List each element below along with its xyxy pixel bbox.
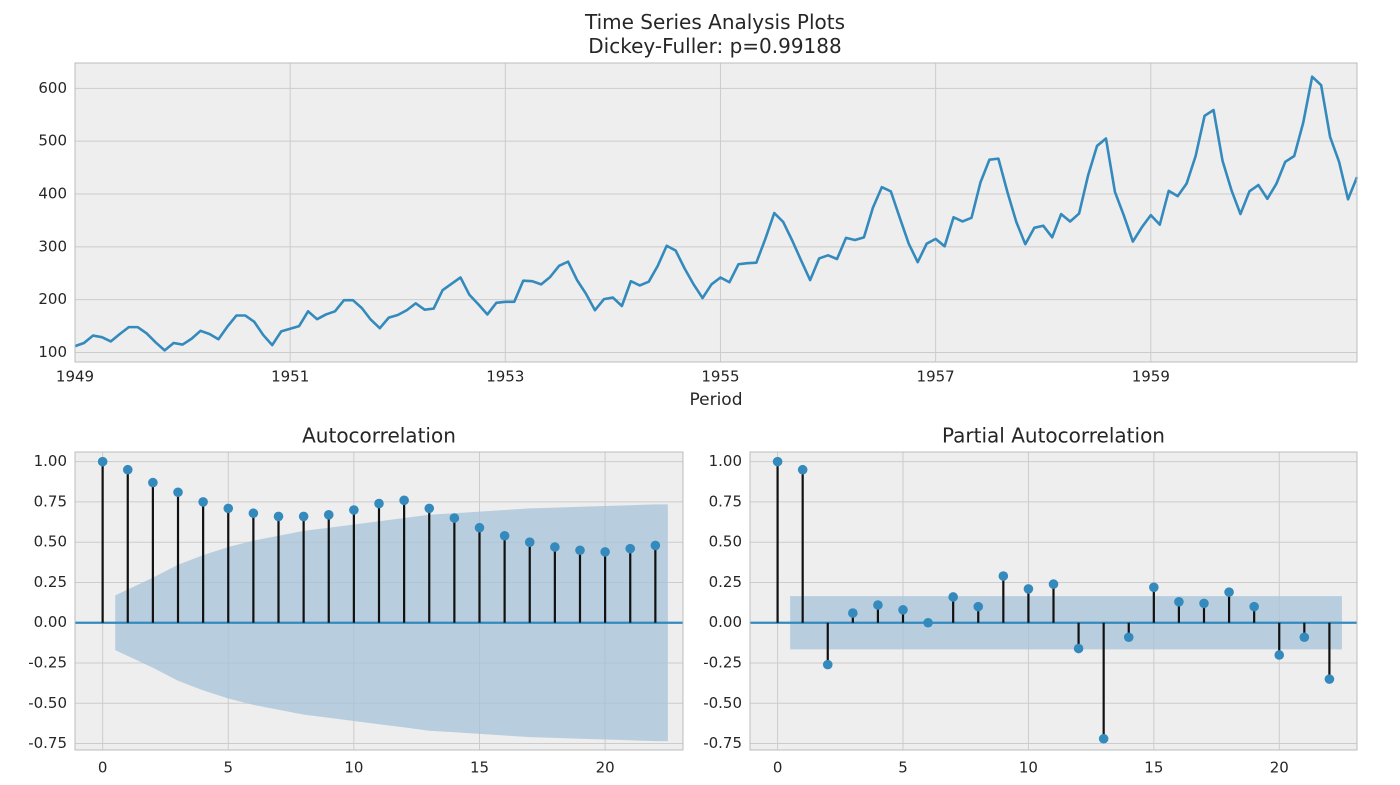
acf-y-tick-label: 1.00 (34, 452, 67, 470)
pacf-x-tick-label: 5 (898, 759, 908, 777)
acf-marker (499, 530, 510, 541)
pacf-title: Partial Autocorrelation (942, 424, 1165, 448)
ts-frame (74, 62, 1358, 363)
pacf-marker (1048, 579, 1059, 589)
acf-marker (424, 503, 435, 514)
acf-marker (198, 497, 208, 507)
ts-x-tick-label: 1959 (1132, 368, 1170, 386)
pacf-marker (998, 571, 1009, 581)
pacf-marker (1324, 674, 1335, 684)
pacf-marker (1098, 733, 1109, 744)
acf-frame (74, 451, 684, 751)
pacf-y-tick-label: -0.25 (703, 654, 742, 672)
pacf-marker (898, 605, 908, 615)
acf-marker (575, 545, 585, 556)
pacf-x-tick-label: 0 (773, 759, 783, 777)
acf-marker (474, 522, 485, 533)
pacf-y-tick-label: 0.00 (709, 613, 742, 631)
acf-y-tick-label: 0.50 (34, 533, 67, 551)
ts-x-tick-label: 1957 (917, 368, 955, 386)
pacf-marker (1299, 632, 1310, 643)
pacf-marker (948, 592, 958, 602)
pacf-y-tick-label: -0.75 (703, 734, 742, 752)
ts-x-tick-label: 1949 (56, 368, 94, 386)
ts-y-tick-label: 300 (38, 237, 67, 255)
acf-marker (349, 505, 359, 515)
ts-x-tick-label: 1953 (486, 368, 524, 386)
ts-y-tick-label: 600 (38, 79, 67, 97)
acf-y-tick-label: -0.75 (28, 734, 67, 752)
acf-y-tick-label: -0.50 (28, 694, 67, 712)
acf-marker (449, 513, 460, 523)
acf-marker (148, 477, 158, 488)
acf-marker (323, 510, 334, 520)
pacf-marker (1023, 584, 1034, 594)
acf-marker (122, 464, 133, 475)
pacf-x-tick-label: 20 (1270, 759, 1289, 777)
pacf-frame (749, 451, 1358, 751)
pacf-x-tick-label: 10 (1019, 759, 1038, 777)
acf-marker (600, 547, 610, 557)
acf-y-tick-label: 0.75 (34, 492, 67, 510)
pacf-marker (1149, 582, 1159, 593)
pacf-marker (923, 617, 933, 628)
ts-x-axis-label: Period (689, 390, 742, 410)
acf-marker (298, 511, 309, 522)
acf-marker (223, 503, 234, 514)
acf-x-tick-label: 5 (223, 759, 233, 777)
acf-marker (173, 487, 183, 498)
chart-title: Time Series Analysis Plots (584, 10, 846, 34)
ts-plot-area (75, 63, 1357, 362)
acf-x-tick-label: 10 (344, 759, 363, 777)
pacf-y-tick-label: 0.50 (709, 533, 742, 551)
acf-y-tick-label: 0.00 (34, 613, 67, 631)
acf-x-tick-label: 0 (98, 759, 108, 777)
pacf-marker (873, 600, 883, 610)
acf-x-tick-label: 20 (596, 759, 615, 777)
acf-marker (273, 511, 284, 522)
ts-y-tick-label: 100 (38, 343, 67, 361)
pacf-y-tick-label: 0.75 (709, 492, 742, 510)
ts-x-tick-label: 1955 (701, 368, 739, 386)
pacf-marker (797, 464, 808, 475)
acf-marker (625, 543, 636, 554)
ts-y-tick-label: 500 (38, 132, 67, 150)
ts-y-tick-label: 200 (38, 290, 67, 308)
pacf-y-tick-label: -0.50 (703, 694, 742, 712)
acf-marker (650, 540, 661, 551)
pacf-marker (1224, 587, 1234, 597)
pacf-x-tick-label: 15 (1144, 759, 1163, 777)
pacf-marker (973, 601, 984, 612)
ts-x-tick-label: 1951 (271, 368, 309, 386)
pacf-plot: 0 5 10 15 20 1.00 0.75 0.50 0.25 0.00 -0.25 -0.50 -0… (703, 424, 1358, 777)
pacf-marker (822, 659, 833, 670)
pacf-y-tick-label: 0.25 (709, 573, 742, 591)
ts-y-tick-label: 400 (38, 185, 67, 203)
time-series-plot: 1949 1951 1953 1955 1957 1959 100 200 300 400 500 6… (38, 62, 1359, 410)
acf-y-tick-label: -0.25 (28, 654, 67, 672)
pacf-marker (1073, 643, 1084, 654)
acf-title: Autocorrelation (302, 424, 456, 448)
pacf-y-tick-label: 1.00 (709, 452, 742, 470)
acf-marker (374, 498, 384, 509)
acf-marker (399, 495, 409, 506)
acf-marker (524, 537, 535, 548)
pacf-marker (848, 608, 858, 618)
acf-plot: 0 5 10 15 20 1.00 0.75 0.50 0.25 0.00 -0.25 -0.50 -0… (28, 424, 684, 777)
acf-marker (97, 456, 108, 467)
pacf-marker (1199, 598, 1209, 609)
pacf-marker (1249, 601, 1259, 612)
pacf-marker (1274, 650, 1285, 660)
chart-subtitle: Dickey-Fuller: p=0.99188 (588, 34, 842, 58)
acf-marker (248, 508, 259, 519)
acf-y-tick-label: 0.25 (34, 573, 67, 591)
pacf-marker (1174, 597, 1184, 607)
ts-series-line (74, 75, 1359, 352)
acf-marker (550, 542, 560, 552)
acf-x-tick-label: 15 (470, 759, 489, 777)
pacf-marker (772, 456, 783, 467)
pacf-marker (1123, 632, 1134, 643)
